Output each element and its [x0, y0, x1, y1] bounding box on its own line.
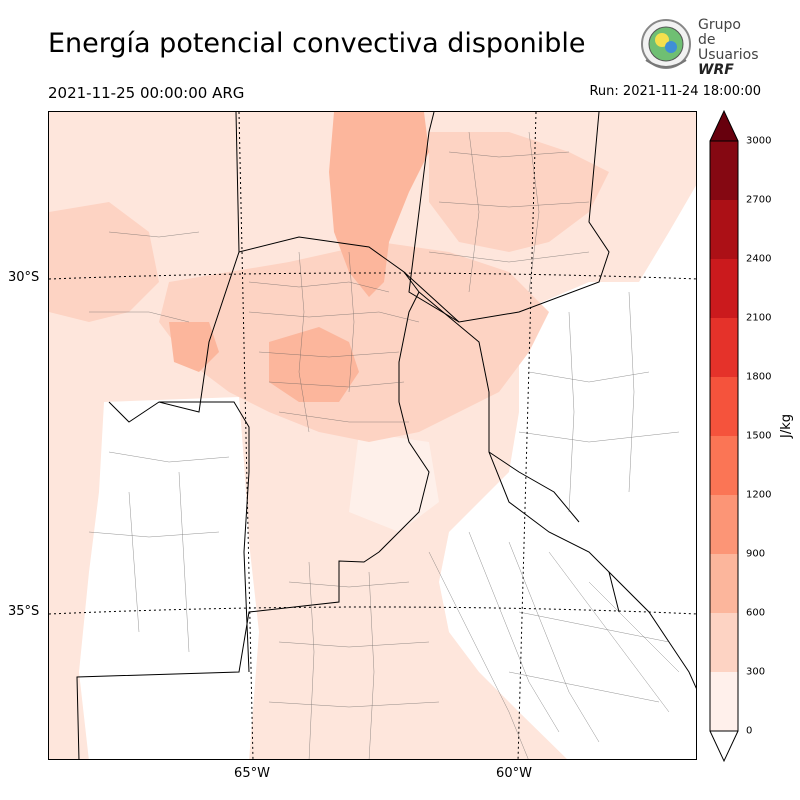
department-boundaries [88, 131, 680, 759]
colorbar-band [710, 436, 738, 495]
logo-line-2: Usuarios [698, 47, 759, 63]
colorbar-tick-label: 1200 [746, 489, 772, 501]
map-panel [48, 111, 697, 760]
colorbar-tick-label: 0 [746, 725, 753, 737]
graticule [49, 112, 696, 759]
colorbar-tick-label: 3000 [746, 135, 772, 147]
colorbar-band [710, 259, 738, 318]
colorbar-tick-label: 2100 [746, 312, 772, 324]
colorbar-over-arrow [710, 111, 738, 141]
run-time: Run: 2021-11-24 18:00:00 [589, 84, 761, 99]
colorbar-under-outline [709, 730, 739, 763]
colorbar-band [710, 377, 738, 436]
colorbar-tick-label: 2700 [746, 194, 772, 206]
colorbar-tick-label: 1500 [746, 430, 772, 442]
colorbar-tick-label: 300 [746, 666, 766, 678]
lat-label-35s: 35°S [8, 604, 40, 619]
wrf-users-logo: Grupo de Usuarios WRF [638, 16, 759, 78]
cape-shading-mid [49, 132, 609, 442]
province-boundaries [76, 112, 696, 759]
colorbar-band [710, 613, 738, 672]
colorbar-band [710, 318, 738, 377]
colorbar [709, 109, 739, 763]
colorbar-under-arrow [710, 731, 738, 761]
logo-line-1: Grupo de [698, 17, 741, 48]
colorbar-band [710, 554, 738, 613]
colorbar-tick-label: 2400 [746, 253, 772, 265]
colorbar-tick-label: 900 [746, 548, 766, 560]
colorbar-band [710, 200, 738, 259]
colorbar-band [710, 672, 738, 731]
valid-time: 2021-11-25 00:00:00 ARG [48, 84, 245, 102]
no-cape-areas [79, 282, 696, 759]
colorbar-unit-label: J/kg [779, 414, 794, 438]
colorbar-bands [710, 141, 738, 731]
map-title: Energía potencial convectiva disponible [48, 28, 586, 59]
colorbar-frame [709, 140, 739, 732]
lon-label-60w: 60°W [496, 766, 532, 781]
colorbar-band [710, 495, 738, 554]
colorbar-tick-label: 1800 [746, 371, 772, 383]
lat-label-30s: 30°S [8, 270, 40, 285]
logo-emblem [641, 19, 691, 69]
colorbar-over-outline [709, 109, 739, 142]
colorbar-tick-label: 600 [746, 607, 766, 619]
cape-map [49, 112, 696, 759]
logo-text: Grupo de Usuarios WRF [698, 18, 759, 78]
lon-label-65w: 65°W [234, 766, 270, 781]
logo-line-3: WRF [698, 62, 734, 78]
colorbar-band [710, 141, 738, 200]
